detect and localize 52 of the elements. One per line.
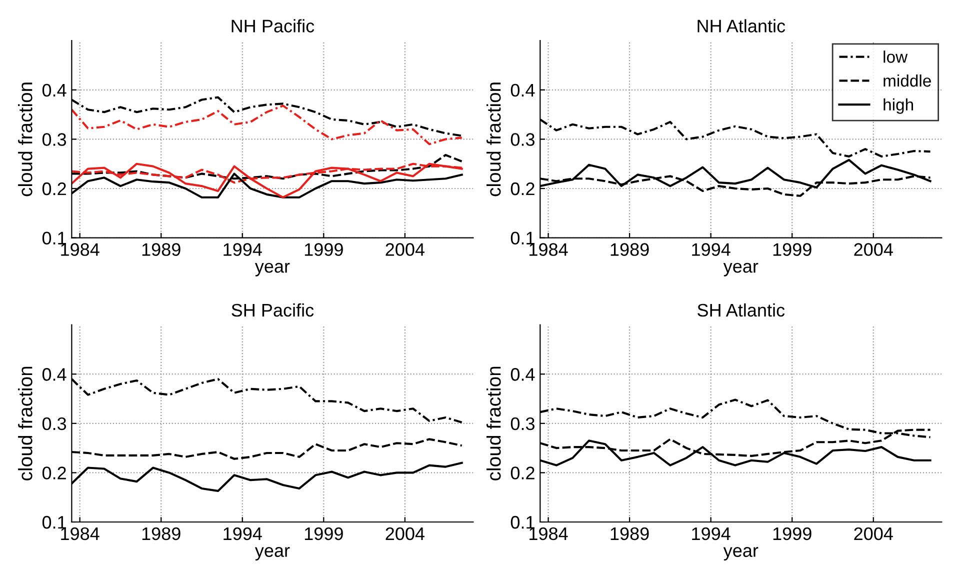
x-tick-label: 1984: [61, 243, 100, 256]
x-axis-title: year: [254, 262, 290, 276]
x-tick-label: 1989: [610, 243, 649, 256]
chart-title: SH Pacific: [232, 303, 314, 317]
x-tick-label: 1984: [530, 243, 568, 256]
x-tick-label: 1999: [773, 243, 812, 256]
y-tick-label: 0.4: [510, 368, 535, 381]
y-tick-label: 0.1: [42, 232, 66, 245]
y-tick-label: 0.4: [510, 84, 535, 97]
y-axis-title: cloud fraction: [18, 366, 32, 480]
x-tick-label: 1984: [61, 527, 100, 540]
y-tick-label: 0.4: [42, 368, 66, 381]
y-tick-label: 0.3: [510, 133, 534, 146]
x-axis-title: year: [723, 547, 758, 561]
chart-title: NH Atlantic: [698, 19, 786, 32]
x-tick-label: 1989: [142, 243, 180, 256]
x-tick-label: 1999: [304, 527, 343, 540]
y-tick-label: 0.2: [42, 466, 66, 480]
y-tick-label: 0.3: [510, 417, 534, 430]
y-tick-label: 0.4: [42, 84, 66, 97]
x-tick-label: 1994: [224, 243, 262, 256]
chart-title: NH Pacific: [232, 19, 314, 32]
y-tick-label: 0.1: [510, 232, 534, 245]
legend-label: high: [884, 98, 913, 114]
x-tick-label: 2004: [854, 527, 893, 540]
y-tick-label: 0.2: [42, 182, 66, 196]
legend-label: low: [884, 50, 908, 63]
x-tick-label: 1999: [304, 243, 343, 256]
x-tick-label: 2004: [854, 243, 893, 256]
y-tick-label: 0.3: [42, 133, 66, 146]
y-tick-label: 0.1: [42, 516, 66, 529]
y-tick-label: 0.2: [510, 466, 534, 480]
x-axis-title: year: [254, 547, 290, 561]
x-tick-label: 1994: [692, 243, 730, 256]
legend-label: middle: [884, 74, 931, 87]
y-axis-title: cloud fraction: [486, 82, 501, 196]
y-axis-title: cloud fraction: [18, 82, 32, 196]
y-tick-label: 0.1: [510, 516, 534, 529]
y-tick-label: 0.2: [510, 182, 534, 196]
x-tick-label: 1994: [692, 527, 730, 540]
y-axis-title: cloud fraction: [486, 366, 501, 480]
x-tick-label: 1994: [224, 527, 262, 540]
x-tick-label: 1989: [610, 527, 649, 540]
line-series: [72, 104, 463, 146]
x-axis-title: year: [723, 262, 758, 276]
x-tick-label: 1999: [773, 527, 812, 540]
x-tick-label: 1989: [142, 527, 180, 540]
x-tick-label: 2004: [386, 527, 424, 540]
chart-title: SH Atlantic: [698, 303, 785, 317]
x-tick-label: 1984: [530, 527, 568, 540]
y-tick-label: 0.3: [42, 417, 66, 430]
x-tick-label: 2004: [386, 243, 424, 256]
